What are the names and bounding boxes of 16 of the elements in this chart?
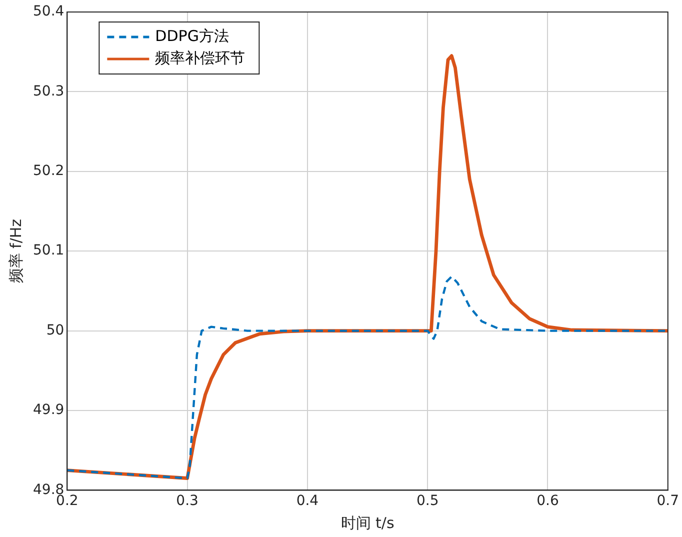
- x-tick-label: 0.5: [416, 493, 439, 510]
- legend-label: DDPG方法: [155, 26, 229, 45]
- y-tick-label: 50.4: [33, 4, 64, 20]
- y-tick-label: 50.3: [33, 83, 64, 100]
- x-tick-label: 0.4: [296, 493, 319, 510]
- legend-label: 频率补偿环节: [155, 48, 246, 67]
- y-tick-label: 50.1: [33, 242, 64, 259]
- y-axis-title: 频率 f/Hz: [6, 218, 25, 284]
- x-tick-label: 0.7: [656, 493, 679, 510]
- y-tick-label: 50.2: [33, 163, 64, 180]
- line-series: [67, 276, 668, 480]
- x-tick-label: 0.3: [176, 493, 198, 510]
- x-axis-title: 时间 t/s: [340, 514, 394, 532]
- x-tick-label: 0.6: [536, 493, 559, 510]
- y-tick-label: 49.9: [33, 402, 64, 418]
- y-tick-label: 50: [46, 322, 64, 338]
